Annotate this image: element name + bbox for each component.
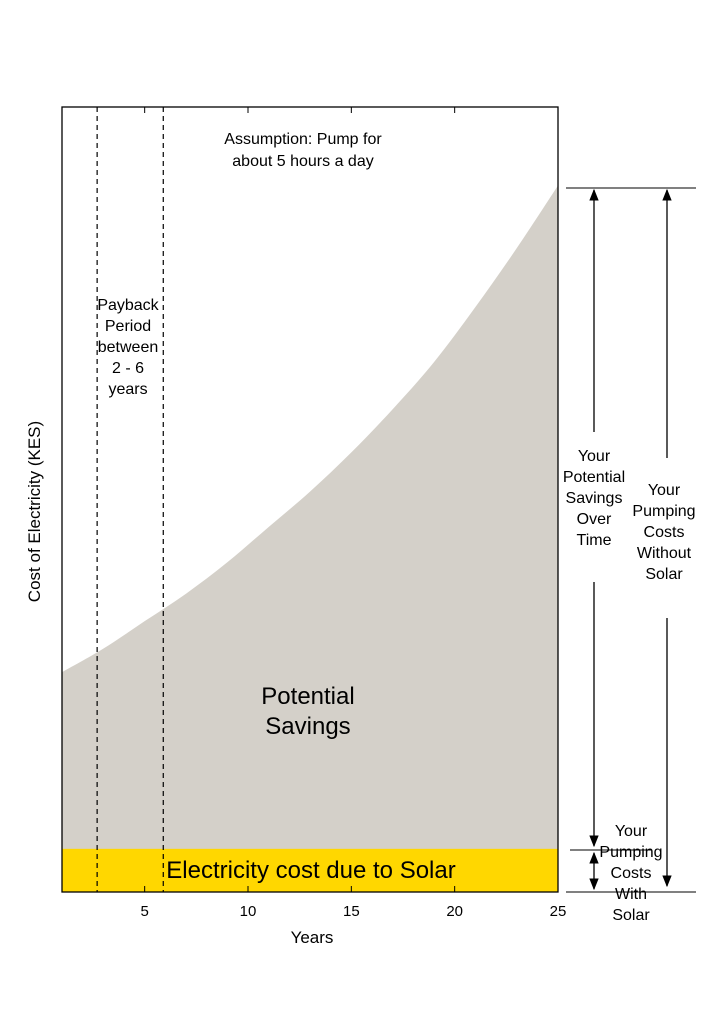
payback-note-line-4: years bbox=[108, 381, 147, 398]
costs-with-solar-label-line-2: Costs bbox=[611, 865, 652, 882]
costs-without-solar-label-line-0: Your bbox=[648, 482, 681, 499]
savings-over-time-label-line-2: Savings bbox=[566, 490, 623, 507]
costs-without-solar-label-line-1: Pumping bbox=[632, 503, 695, 520]
plot-frame bbox=[61, 106, 559, 893]
x-tick-label-2: 15 bbox=[343, 903, 360, 920]
costs-with-solar-label-line-4: Solar bbox=[612, 907, 650, 924]
potential-savings-label-line-1: Savings bbox=[265, 713, 350, 740]
payback-note-line-2: between bbox=[98, 339, 159, 356]
costs-with-solar-label-line-1: Pumping bbox=[599, 844, 662, 861]
x-tick-label-1: 10 bbox=[240, 903, 257, 920]
costs-with-solar-label-line-0: Your bbox=[615, 823, 648, 840]
savings-over-time-label-line-1: Potential bbox=[563, 469, 625, 486]
x-tick-label-4: 25 bbox=[550, 903, 567, 920]
solar-cost-label: Electricity cost due to Solar bbox=[166, 857, 455, 884]
costs-with-solar-label-line-3: With bbox=[615, 886, 647, 903]
payback-note-line-1: Period bbox=[105, 318, 151, 335]
savings-over-time-label-line-4: Time bbox=[577, 532, 612, 549]
costs-without-solar-label-line-3: Without bbox=[637, 545, 692, 562]
costs-without-solar-label-line-4: Solar bbox=[645, 566, 683, 583]
solar-cost-band bbox=[62, 848, 558, 892]
payback-note-line-3: 2 - 6 bbox=[112, 360, 144, 377]
y-axis-label: Cost of Electricity (KES) bbox=[25, 421, 44, 602]
savings-area bbox=[62, 185, 558, 892]
payback-note-line-0: Payback bbox=[97, 297, 159, 314]
costs-without-solar-label-line-2: Costs bbox=[644, 524, 685, 541]
savings-over-time-label-line-0: Your bbox=[578, 448, 611, 465]
potential-savings-label-line-0: Potential bbox=[261, 683, 354, 710]
assumption-note-line-1: about 5 hours a day bbox=[232, 153, 373, 170]
savings-over-time-label-line-3: Over bbox=[577, 511, 612, 528]
x-tick-label-3: 20 bbox=[446, 903, 463, 920]
x-axis-label: Years bbox=[291, 928, 334, 947]
x-tick-label-0: 5 bbox=[140, 903, 148, 920]
assumption-note-line-0: Assumption: Pump for bbox=[224, 131, 382, 148]
